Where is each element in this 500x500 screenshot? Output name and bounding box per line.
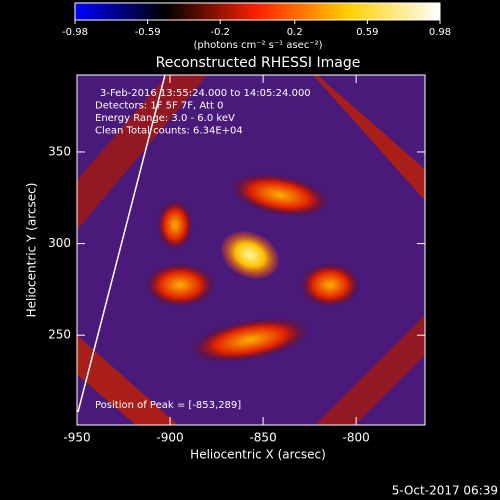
annotation: 3-Feb-2016 13:55:24.000 to 14:05:24.000 <box>100 88 311 99</box>
y-tick-label: 250 <box>48 328 71 342</box>
annotation: Detectors: 1F 5F 7F, Att 0 <box>95 101 223 112</box>
colorbar-label: (photons cm⁻² s⁻¹ asec⁻²) <box>193 40 322 51</box>
colorbar-tick-label: 0.98 <box>429 27 451 38</box>
colorbar-tick-label: 0.59 <box>356 27 378 38</box>
x-axis-label: Heliocentric X (arcsec) <box>190 448 326 462</box>
colorbar <box>74 2 441 21</box>
colorbar-tick-label: 0.2 <box>287 27 303 38</box>
y-axis-label: Heliocentric Y (arcsec) <box>25 183 39 318</box>
chart-title: Reconstructed RHESSI Image <box>156 55 361 71</box>
colorbar-tick-label: -0.59 <box>135 27 161 38</box>
x-tick-label: -900 <box>156 431 183 445</box>
x-tick-label: -950 <box>63 431 90 445</box>
y-tick-label: 300 <box>48 236 71 250</box>
annotation: Clean Total counts: 6.34E+04 <box>95 126 243 137</box>
peak-label: Position of Peak = [-853,289] <box>95 400 241 411</box>
colorbar-tick-label: -0.98 <box>62 27 88 38</box>
colorbar-tick-label: -0.2 <box>210 27 230 38</box>
y-tick-label: 350 <box>48 144 71 158</box>
x-tick-label: -850 <box>249 431 276 445</box>
image <box>77 75 425 425</box>
timestamp: 5-Oct-2017 06:39 <box>392 484 498 498</box>
annotation: Energy Range: 3.0 - 6.0 keV <box>95 113 235 124</box>
plot-frame <box>76 74 426 426</box>
x-tick-label: -800 <box>343 431 370 445</box>
